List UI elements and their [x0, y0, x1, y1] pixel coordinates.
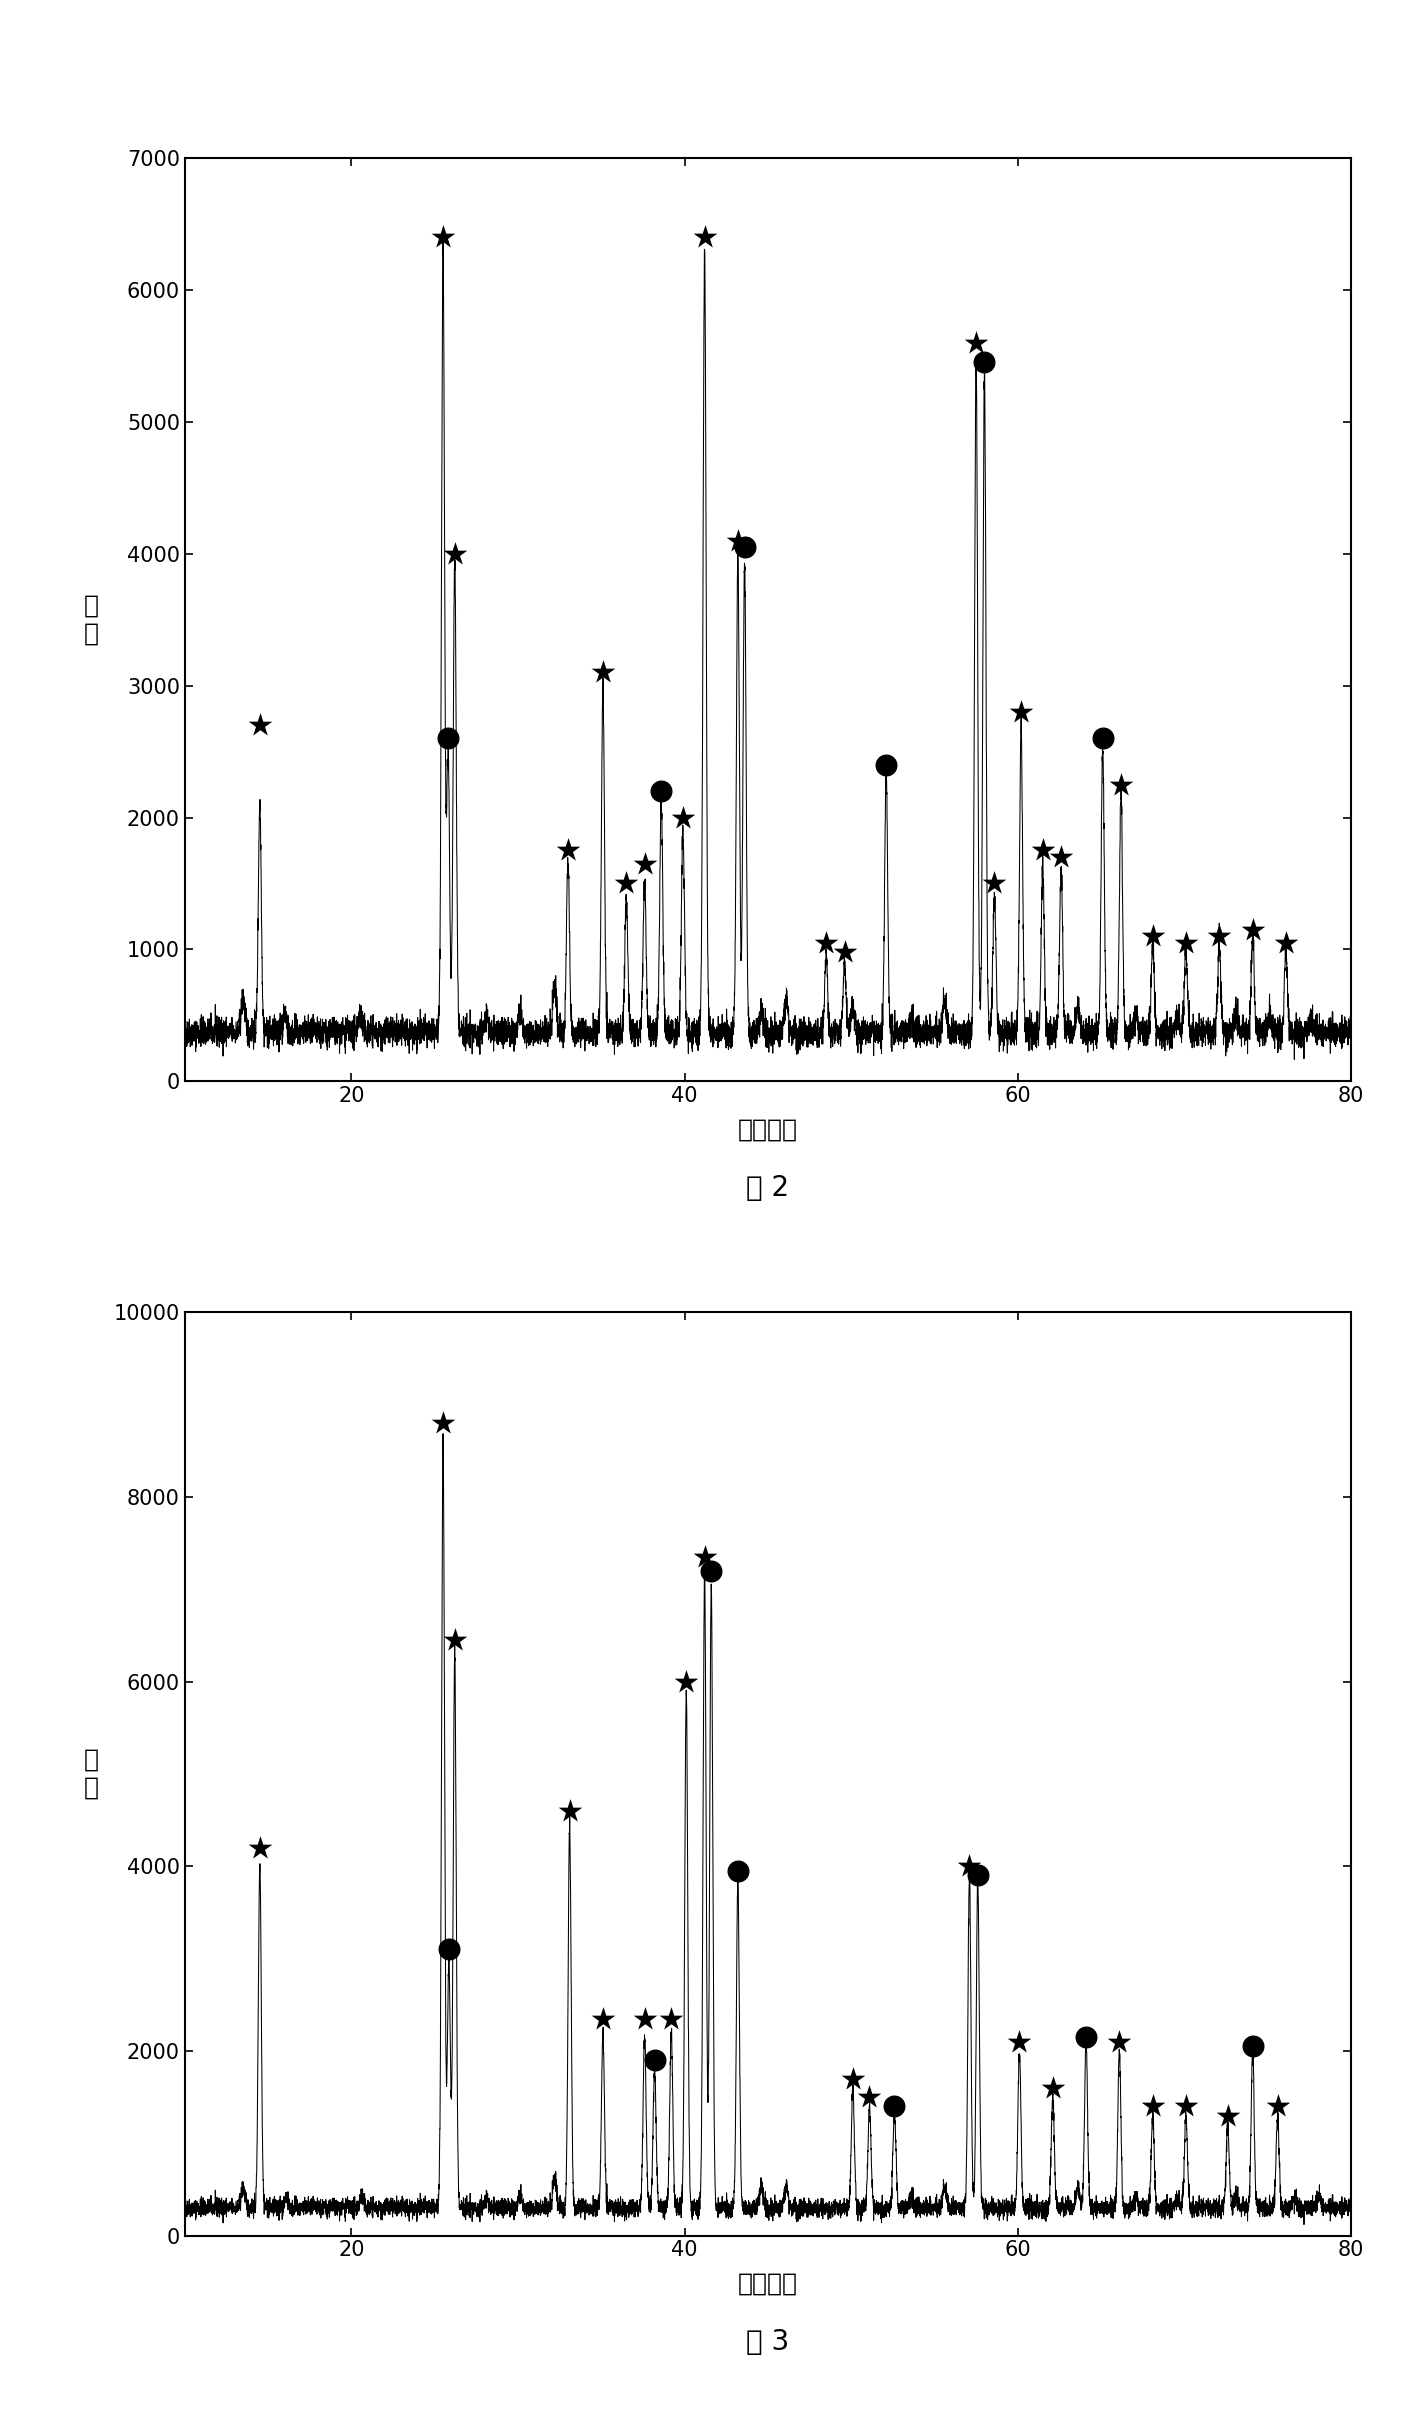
Point: [660, 2000, 683, 2039]
Point: [1142, 916, 1165, 955]
Point: [633, 2000, 656, 2039]
Point: [1049, 838, 1072, 877]
Point: [444, 535, 466, 573]
Point: [967, 1857, 990, 1895]
Point: [964, 323, 987, 362]
Point: [1274, 923, 1297, 962]
Point: [1207, 916, 1230, 955]
Point: [444, 1621, 466, 1660]
Point: [1175, 2087, 1197, 2126]
Point: [727, 520, 749, 559]
Point: [693, 1538, 715, 1577]
Point: [556, 831, 579, 870]
Point: [815, 923, 838, 962]
Point: [875, 746, 897, 785]
Text: 强
度: 强 度: [84, 1747, 100, 1801]
Point: [643, 2041, 665, 2080]
Point: [983, 865, 1005, 904]
X-axis label: 衍射角度: 衍射角度: [738, 1118, 798, 1142]
Point: [1091, 719, 1113, 758]
X-axis label: 衍射角度: 衍射角度: [738, 2272, 798, 2296]
Point: [734, 527, 757, 566]
Point: [1041, 2068, 1064, 2107]
Point: [1241, 911, 1264, 950]
Point: [671, 797, 694, 836]
Point: [650, 773, 673, 812]
Point: [842, 2058, 865, 2097]
Point: [1142, 2087, 1165, 2126]
Point: [1241, 2027, 1264, 2066]
Point: [1109, 765, 1132, 804]
Point: [1216, 2097, 1239, 2136]
Point: [559, 1791, 582, 1830]
Point: [1010, 693, 1032, 731]
Point: [432, 219, 455, 258]
Point: [1075, 2017, 1098, 2056]
Point: [1031, 831, 1054, 870]
Point: [432, 1405, 455, 1443]
Point: [857, 2078, 880, 2117]
Point: [1108, 2022, 1130, 2061]
Text: 图 3: 图 3: [747, 2328, 789, 2357]
Point: [675, 1662, 698, 1701]
Point: [833, 933, 856, 972]
Point: [249, 1827, 272, 1866]
Point: [693, 219, 715, 258]
Text: 强
度: 强 度: [84, 593, 100, 646]
Point: [973, 343, 995, 382]
Point: [958, 1847, 981, 1886]
Point: [249, 705, 272, 744]
Point: [727, 1852, 749, 1891]
Point: [883, 2087, 906, 2126]
Point: [1266, 2087, 1288, 2126]
Point: [438, 1929, 461, 1968]
Text: 图 2: 图 2: [747, 1174, 789, 1203]
Point: [633, 843, 656, 882]
Point: [700, 1550, 722, 1589]
Point: [592, 2000, 614, 2039]
Point: [1008, 2022, 1031, 2061]
Point: [437, 719, 459, 758]
Point: [592, 654, 614, 693]
Point: [1175, 923, 1197, 962]
Point: [614, 865, 637, 904]
